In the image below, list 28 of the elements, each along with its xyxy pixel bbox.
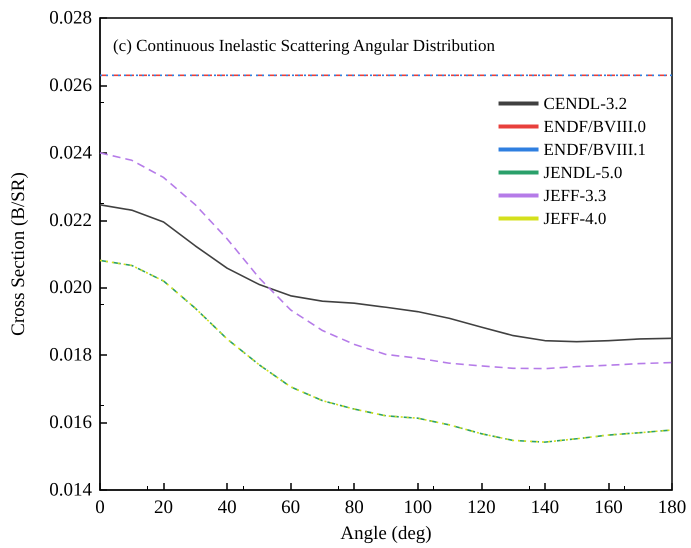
legend-label: JEFF-3.3 [544,186,606,205]
y-axis-title: Cross Section (B/SR) [8,172,29,336]
y-tick-label: 0.026 [49,74,92,96]
y-tick-label: 0.022 [49,210,92,231]
legend-label: ENDF/BVIII.0 [544,117,646,136]
y-tick-label: 0.014 [49,480,92,500]
legend-label: JEFF-4.0 [544,209,606,228]
x-tick-label: 20 [154,497,174,518]
y-tick-label: 0.018 [49,344,92,366]
y-tick-label: 0.016 [49,412,92,434]
x-tick-label: 180 [658,497,686,518]
legend-label: CENDL-3.2 [544,94,628,113]
x-tick-label: 60 [281,497,300,518]
y-tick-label: 0.020 [49,277,92,298]
line-series [99,204,673,342]
x-tick-label: 100 [404,497,432,518]
x-tick-label: 40 [218,497,237,518]
text: (c) Continuous Inelastic Scattering Angular Distribution [113,36,496,55]
y-tick-label: 0.024 [49,142,92,164]
x-axis-title: Angle (deg) [340,523,432,544]
x-tick-label: 140 [530,497,560,518]
x-tick-label: 120 [467,497,496,518]
x-tick-label: 0 [95,497,105,518]
y-tick-label: 0.028 [49,8,92,28]
legend-label: JENDL-5.0 [544,163,622,182]
legend-label: ENDF/BVIII.1 [544,140,646,159]
x-tick-label: 160 [594,497,623,518]
x-tick-label: 80 [344,497,364,518]
